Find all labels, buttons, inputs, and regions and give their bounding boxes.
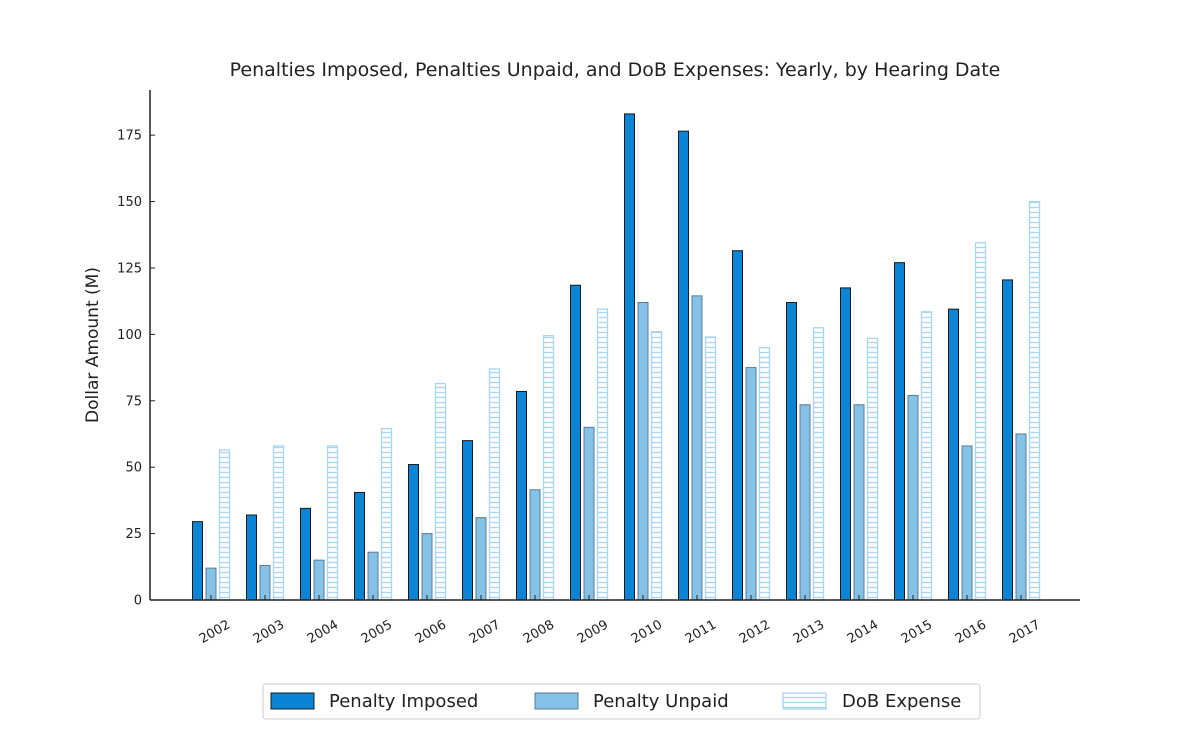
y-axis-label: Dollar Amount (M) bbox=[83, 267, 103, 423]
bar-penalty-imposed-2013 bbox=[786, 302, 797, 601]
bar-penalty-imposed-2002 bbox=[192, 521, 203, 601]
bar-dob-expense-2014 bbox=[866, 337, 879, 601]
x-tick-label-2017: 2017 bbox=[1007, 617, 1043, 647]
y-tick-label-175: 175 bbox=[117, 129, 142, 144]
legend-swatch-penalty-unpaid bbox=[534, 692, 579, 710]
bar-penalty-unpaid-2005 bbox=[367, 551, 379, 601]
bar-penalty-imposed-2006 bbox=[408, 464, 419, 601]
bar-penalty-imposed-2005 bbox=[354, 491, 365, 601]
bar-penalty-unpaid-2014 bbox=[853, 404, 865, 601]
bar-dob-expense-2008 bbox=[542, 335, 555, 601]
legend-label-dob-expense: DoB Expense bbox=[842, 691, 961, 712]
y-tick-label-150: 150 bbox=[117, 195, 142, 210]
legend-swatch-penalty-imposed bbox=[270, 692, 315, 710]
bar-dob-expense-2017 bbox=[1028, 200, 1041, 601]
bar-dob-expense-2016 bbox=[974, 242, 987, 601]
bars-layer bbox=[192, 113, 1041, 601]
bar-penalty-imposed-2011 bbox=[678, 130, 689, 601]
x-tick-label-2002: 2002 bbox=[197, 617, 233, 647]
bar-penalty-imposed-2017 bbox=[1002, 279, 1013, 601]
bar-dob-expense-2005 bbox=[380, 428, 393, 601]
bar-dob-expense-2011 bbox=[704, 336, 717, 601]
x-tick-label-2011: 2011 bbox=[683, 617, 719, 647]
x-ticks-layer: 2002 2003 2004 2005 2006 2007 2008 2009 2010 2011… bbox=[197, 595, 1043, 647]
bar-penalty-unpaid-2008 bbox=[529, 489, 541, 601]
bar-dob-expense-2007 bbox=[488, 368, 501, 601]
bar-penalty-unpaid-2006 bbox=[421, 533, 433, 601]
legend-label-penalty-unpaid: Penalty Unpaid bbox=[593, 691, 729, 712]
legend-swatch-dob-expense bbox=[782, 692, 827, 710]
x-tick-label-2015: 2015 bbox=[899, 617, 935, 647]
x-tick-label-2008: 2008 bbox=[521, 617, 557, 647]
bar-penalty-unpaid-2016 bbox=[961, 445, 973, 601]
chart-title: Penalties Imposed, Penalties Unpaid, and… bbox=[230, 59, 1001, 81]
bar-penalty-imposed-2009 bbox=[570, 284, 581, 601]
bar-dob-expense-2009 bbox=[596, 308, 609, 601]
bar-penalty-imposed-2003 bbox=[246, 514, 257, 601]
bar-penalty-unpaid-2012 bbox=[745, 367, 757, 601]
x-tick-label-2010: 2010 bbox=[629, 617, 665, 647]
x-tick-label-2009: 2009 bbox=[575, 617, 611, 647]
bar-penalty-imposed-2004 bbox=[300, 507, 311, 601]
bar-dob-expense-2004 bbox=[326, 445, 339, 601]
y-tick-label-100: 100 bbox=[117, 328, 142, 343]
bar-dob-expense-2006 bbox=[434, 382, 447, 601]
bar-penalty-unpaid-2015 bbox=[907, 394, 919, 601]
x-tick-label-2007: 2007 bbox=[467, 617, 503, 647]
bar-penalty-unpaid-2013 bbox=[799, 404, 811, 601]
y-tick-label-50: 50 bbox=[125, 461, 142, 476]
x-tick-label-2006: 2006 bbox=[413, 617, 449, 647]
bar-dob-expense-2012 bbox=[758, 347, 771, 601]
bar-penalty-imposed-2007 bbox=[462, 440, 473, 601]
x-tick-label-2016: 2016 bbox=[953, 617, 989, 647]
x-tick-label-2003: 2003 bbox=[251, 617, 287, 647]
bar-dob-expense-2002 bbox=[218, 449, 231, 601]
bar-penalty-unpaid-2011 bbox=[691, 295, 703, 601]
bar-penalty-imposed-2012 bbox=[732, 250, 743, 601]
bar-penalty-unpaid-2017 bbox=[1015, 433, 1027, 601]
bar-penalty-unpaid-2003 bbox=[259, 564, 271, 601]
y-tick-label-125: 125 bbox=[117, 261, 142, 276]
bar-penalty-unpaid-2004 bbox=[313, 559, 325, 601]
bar-penalty-imposed-2016 bbox=[948, 308, 959, 601]
x-tick-label-2014: 2014 bbox=[845, 617, 881, 647]
y-tick-label-25: 25 bbox=[125, 527, 142, 542]
bar-dob-expense-2010 bbox=[650, 331, 663, 601]
bar-penalty-unpaid-2007 bbox=[475, 517, 487, 601]
bar-dob-expense-2013 bbox=[812, 327, 825, 601]
bar-dob-expense-2015 bbox=[920, 311, 933, 601]
legend: Penalty Imposed Penalty Unpaid DoB Expen… bbox=[262, 683, 981, 720]
bar-penalty-imposed-2015 bbox=[894, 262, 905, 601]
y-axis-label-group: Dollar Amount (M) bbox=[83, 267, 103, 423]
x-tick-label-2004: 2004 bbox=[305, 617, 341, 647]
y-tick-label-75: 75 bbox=[125, 394, 142, 409]
x-tick-label-2012: 2012 bbox=[737, 617, 773, 647]
x-tick-label-2013: 2013 bbox=[791, 617, 827, 647]
x-tick-label-2005: 2005 bbox=[359, 617, 395, 647]
bar-penalty-unpaid-2009 bbox=[583, 426, 595, 601]
y-ticks-layer: 0 25 50 75 100 125 150 175 bbox=[117, 129, 155, 609]
bar-penalty-imposed-2008 bbox=[516, 390, 527, 601]
legend-label-penalty-imposed: Penalty Imposed bbox=[329, 691, 478, 712]
bar-penalty-unpaid-2010 bbox=[637, 302, 649, 601]
y-tick-label-0: 0 bbox=[134, 594, 142, 609]
bar-penalty-imposed-2014 bbox=[840, 287, 851, 601]
bar-penalty-imposed-2010 bbox=[624, 113, 635, 601]
bar-dob-expense-2003 bbox=[272, 445, 285, 601]
